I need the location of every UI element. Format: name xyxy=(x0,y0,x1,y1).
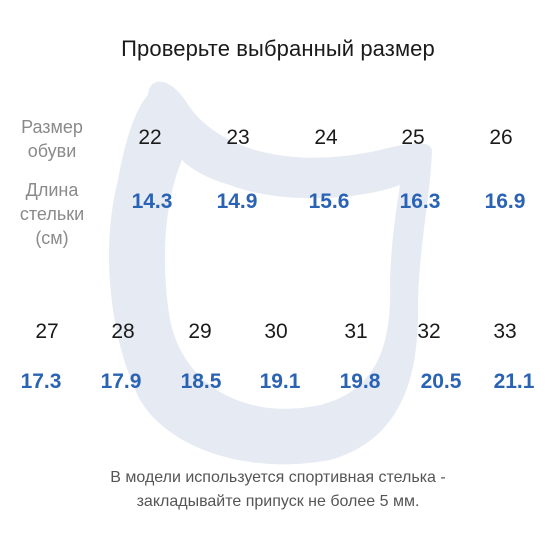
length-14-3: 14.3 xyxy=(131,190,173,213)
page-title: Проверьте выбранный размер xyxy=(121,36,435,61)
length-17-9: 17.9 xyxy=(100,370,142,393)
size-24: 24 xyxy=(314,126,338,149)
size-32: 32 xyxy=(417,320,441,343)
length-19-1: 19.1 xyxy=(259,370,301,393)
length-16-3: 16.3 xyxy=(399,190,441,213)
length-14-9: 14.9 xyxy=(216,190,258,213)
insole-length-label-line1: Длина xyxy=(25,180,79,200)
insole-length-label-line3: (см) xyxy=(35,228,69,248)
size-27: 27 xyxy=(35,320,59,343)
size-23: 23 xyxy=(226,126,250,149)
length-15-6: 15.6 xyxy=(308,190,350,213)
size-26: 26 xyxy=(489,126,513,149)
shoe-size-label: Размер обуви xyxy=(10,115,94,163)
insole-length-label: Длина стельки (см) xyxy=(10,178,94,250)
size-28: 28 xyxy=(111,320,135,343)
size-31: 31 xyxy=(344,320,368,343)
size-33: 33 xyxy=(493,320,517,343)
size-30: 30 xyxy=(264,320,288,343)
length-17-3: 17.3 xyxy=(20,370,62,393)
shoe-size-label-line1: Размер xyxy=(21,117,83,137)
size-22: 22 xyxy=(138,126,162,149)
length-18-5: 18.5 xyxy=(180,370,222,393)
insole-note-line2: закладывайте припуск не более 5 мм. xyxy=(136,493,420,510)
length-20-5: 20.5 xyxy=(420,370,462,393)
length-16-9: 16.9 xyxy=(484,190,526,213)
size-29: 29 xyxy=(188,320,212,343)
shoe-size-label-line2: обуви xyxy=(27,141,77,161)
length-19-8: 19.8 xyxy=(339,370,381,393)
length-21-1: 21.1 xyxy=(493,370,535,393)
insole-note: В модели используется спортивная стелька… xyxy=(0,466,556,514)
insole-note-line1: В модели используется спортивная стелька… xyxy=(110,469,446,486)
insole-length-label-line2: стельки xyxy=(19,204,85,224)
size-25: 25 xyxy=(401,126,425,149)
